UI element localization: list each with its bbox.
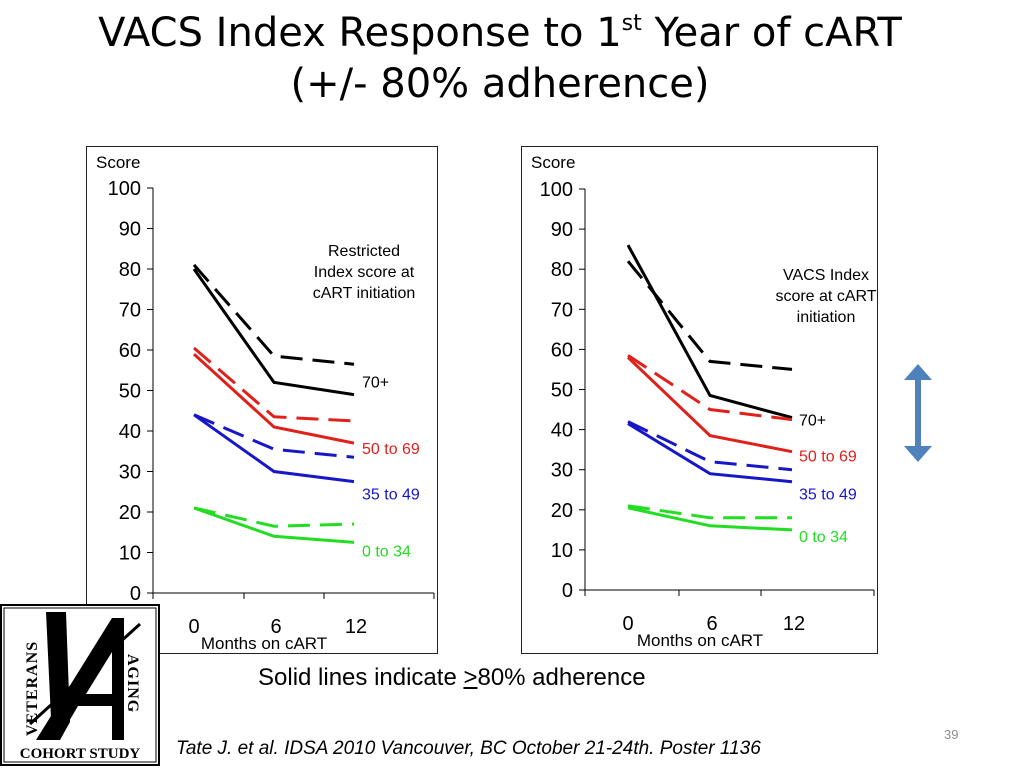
x-axis-label: Months on cART: [201, 634, 327, 653]
y-tick-label: 0: [562, 580, 573, 602]
logo-text-aging: AGING: [124, 654, 141, 713]
x-tick-label: 6: [706, 613, 717, 635]
series-line-solid: [627, 506, 793, 532]
adherence-caption: Solid lines indicate >80% adherence: [258, 664, 646, 692]
y-tick-label: 100: [108, 178, 141, 200]
chart-restricted-index: Score 0 10 20 30 40 50 60 70 80 90 100 0 6 12 Months on…: [86, 146, 438, 654]
y-tick-label: 10: [551, 540, 573, 562]
series-line-dashed: [627, 354, 793, 422]
chart-annotation-line: score at cART: [775, 288, 876, 305]
title-text-a: VACS Index Response to 1: [98, 10, 622, 56]
series-label: 50 to 69: [362, 441, 420, 458]
series-line-solid: [626, 356, 793, 454]
y-tick-label: 80: [551, 259, 573, 281]
title-superscript: st: [621, 11, 642, 36]
y-tick-label: 70: [119, 300, 141, 322]
y-tick-label: 50: [119, 381, 141, 403]
y-tick-label: 80: [119, 259, 141, 281]
series-line-dashed: [627, 420, 793, 472]
caption-text-a: Solid lines indicate: [258, 664, 464, 691]
chart-annotation-line: Restricted: [328, 243, 400, 260]
chart-annotation-line: cART initiation: [313, 285, 416, 302]
citation: Tate J. et al. IDSA 2010 Vancouver, BC O…: [176, 738, 761, 759]
logo-text-veterans: VETERANS: [24, 641, 41, 736]
veterans-aging-cohort-study-logo: VETERANS AGING COHORT STUDY: [0, 604, 160, 766]
title-line-2: (+/- 80% adherence): [290, 61, 710, 108]
title-text-b: Year of cART: [641, 10, 902, 56]
y-tick-label: 0: [130, 583, 141, 605]
y-tick-label: 90: [119, 219, 141, 241]
slide-title: VACS Index Response to 1st Year of cART …: [40, 8, 960, 110]
series-label: 70+: [362, 375, 389, 392]
chart-annotation-line: Index score at: [314, 264, 415, 281]
y-tick-label: 20: [551, 500, 573, 522]
x-tick-label: 12: [345, 616, 367, 638]
y-tick-label: 30: [551, 460, 573, 482]
y-tick-label: 60: [551, 339, 573, 361]
series-line-solid: [192, 268, 355, 397]
y-tick-label: 10: [119, 543, 141, 565]
chart-frame: [521, 146, 878, 654]
page-number: 39: [944, 727, 959, 742]
series-line-dashed: [193, 346, 355, 423]
y-tick-label: 100: [540, 179, 573, 201]
chart-vacs-index: Score 0 10 20 30 40 50 60 70 80 90 100 0 6 12 Months on…: [521, 146, 878, 654]
series-line-solid: [626, 244, 793, 420]
series-line-dashed: [193, 506, 355, 528]
y-tick-label: 40: [551, 420, 573, 442]
series-line-solid: [193, 413, 355, 484]
title-line-1: VACS Index Response to 1st Year of cART: [40, 8, 960, 59]
y-tick-label: 40: [119, 421, 141, 443]
series-line-dashed: [193, 413, 355, 459]
series-label: 50 to 69: [799, 449, 857, 466]
chart-frame: [86, 146, 438, 654]
y-tick-label: 30: [119, 462, 141, 484]
y-axis-label: Score: [531, 153, 575, 172]
series-label: 0 to 34: [799, 529, 848, 546]
series-label: 35 to 49: [799, 487, 857, 504]
y-tick-label: 50: [551, 380, 573, 402]
x-axis-label: Months on cART: [637, 631, 763, 650]
logo-text-cohort-study: COHORT STUDY: [20, 746, 141, 762]
y-tick-label: 90: [551, 219, 573, 241]
series-line-solid: [192, 352, 355, 445]
series-line-solid: [627, 422, 793, 484]
series-label: 35 to 49: [362, 487, 420, 504]
chart-annotation-line: VACS Index: [783, 267, 869, 284]
y-tick-label: 20: [119, 502, 141, 524]
series-label: 0 to 34: [362, 543, 411, 560]
y-axis-label: Score: [96, 153, 140, 172]
series-line-dashed: [192, 263, 355, 366]
y-tick-label: 60: [119, 340, 141, 362]
double-arrow-icon: [904, 364, 932, 462]
caption-text-b: 80% adherence: [477, 664, 646, 691]
y-tick-label: 70: [551, 299, 573, 321]
x-tick-label: 6: [270, 616, 281, 638]
chart-annotation-line: initiation: [797, 309, 856, 326]
series-line-solid: [193, 506, 355, 544]
series-label: 70+: [799, 413, 826, 430]
x-tick-label: 12: [783, 613, 805, 635]
x-tick-label: 0: [188, 616, 199, 638]
caption-geq-symbol: >: [463, 664, 478, 691]
series-line-dashed: [627, 504, 792, 520]
x-tick-label: 0: [622, 613, 633, 635]
